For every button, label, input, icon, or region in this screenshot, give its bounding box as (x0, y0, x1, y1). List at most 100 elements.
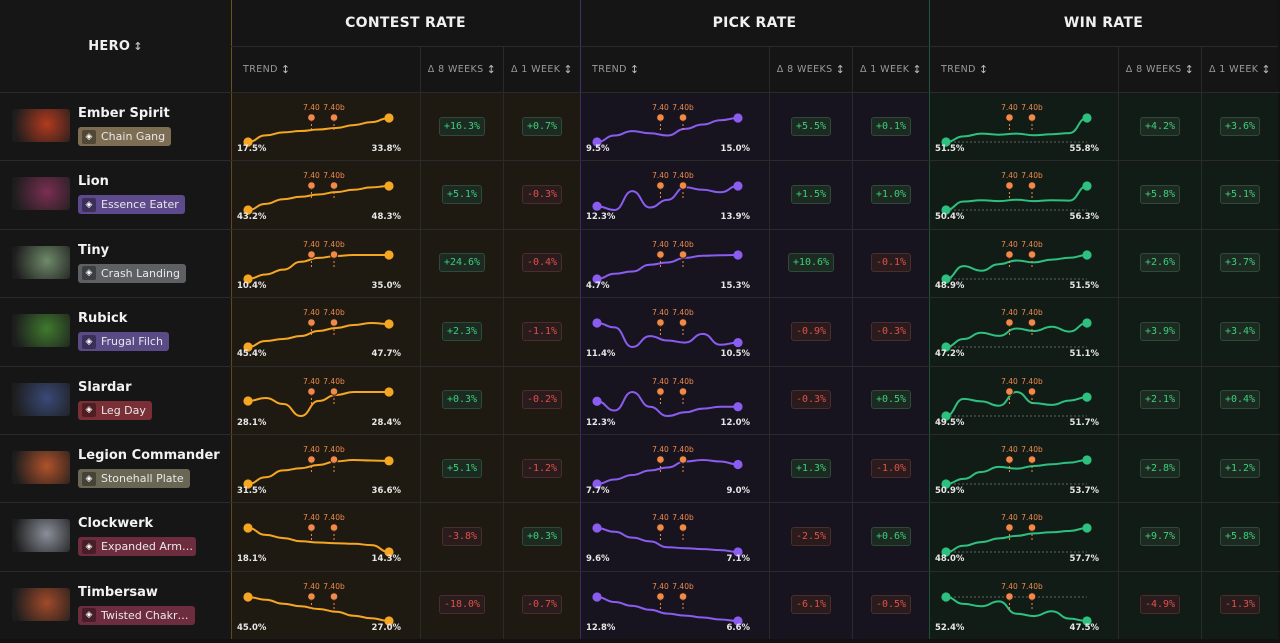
hero-cell[interactable]: Clockwerk ◈ Expanded Arm… (0, 502, 231, 570)
patch-marker[interactable] (656, 386, 665, 396)
hero-name[interactable]: Lion (78, 174, 109, 190)
patch-marker[interactable] (1005, 113, 1014, 122)
patch-marker[interactable] (1027, 249, 1037, 259)
pick-d1-header[interactable]: Δ 1 WEEK ↕ (852, 47, 929, 92)
contest-trend-cell[interactable]: 7.40 7.40b 45.0% 27.0% (231, 571, 420, 639)
patch-marker[interactable] (329, 386, 339, 396)
patch-marker[interactable] (678, 523, 688, 533)
contest-d8-header[interactable]: Δ 8 WEEKS ↕ (420, 47, 503, 92)
patch-marker[interactable] (1005, 523, 1014, 533)
hero-portrait[interactable] (12, 519, 70, 553)
hero-name[interactable]: Legion Commander (78, 448, 220, 463)
pick-trend-cell[interactable]: 7.40 7.40b 9.6% 7.1% (580, 502, 769, 570)
patch-marker[interactable] (656, 523, 665, 533)
patch-marker[interactable] (1027, 113, 1037, 122)
patch-marker[interactable] (307, 455, 316, 464)
patch-marker[interactable] (1027, 591, 1037, 601)
patch-marker[interactable] (678, 181, 688, 191)
patch-marker[interactable] (307, 181, 316, 191)
win-trend-cell[interactable]: 7.40 7.40b 50.4% 56.3% (929, 160, 1118, 228)
patch-marker[interactable] (329, 523, 339, 533)
hero-cell[interactable]: Slardar ◈ Leg Day (0, 366, 231, 434)
facet-badge[interactable]: ◈ Essence Eater (78, 195, 185, 215)
hero-name[interactable]: Timbersaw (78, 584, 158, 600)
patch-marker[interactable] (1005, 181, 1014, 191)
patch-marker[interactable] (1027, 318, 1037, 327)
pick-trend-header[interactable]: TREND ↕ (580, 47, 769, 92)
facet-badge[interactable]: ◈ Leg Day (78, 400, 152, 420)
contest-trend-cell[interactable]: 7.40 7.40b 17.5% 33.8% (231, 92, 420, 160)
contest-trend-cell[interactable]: 7.40 7.40b 31.5% 36.6% (231, 434, 420, 502)
contest-trend-cell[interactable]: 7.40 7.40b 10.4% 35.0% (231, 229, 420, 297)
patch-marker[interactable] (678, 249, 688, 259)
pick-trend-cell[interactable]: 7.40 7.40b 12.3% 13.9% (580, 160, 769, 228)
patch-marker[interactable] (1027, 523, 1037, 533)
win-trend-cell[interactable]: 7.40 7.40b 48.9% 51.5% (929, 229, 1118, 297)
facet-badge[interactable]: ◈ Frugal Filch (78, 332, 169, 352)
patch-marker[interactable] (678, 386, 688, 396)
patch-marker[interactable] (678, 318, 688, 327)
facet-badge[interactable]: ◈ Crash Landing (78, 263, 186, 283)
patch-marker[interactable] (678, 455, 688, 464)
patch-marker[interactable] (656, 318, 665, 327)
win-trend-cell[interactable]: 7.40 7.40b 52.4% 47.5% (929, 571, 1118, 639)
patch-marker[interactable] (307, 523, 316, 533)
patch-marker[interactable] (329, 591, 339, 601)
patch-marker[interactable] (329, 181, 339, 191)
hero-cell[interactable]: Tiny ◈ Crash Landing (0, 229, 231, 297)
patch-marker[interactable] (329, 249, 339, 259)
patch-marker[interactable] (1005, 249, 1014, 259)
win-trend-cell[interactable]: 7.40 7.40b 48.0% 57.7% (929, 502, 1118, 570)
patch-marker[interactable] (1005, 591, 1014, 601)
patch-marker[interactable] (1005, 386, 1014, 396)
hero-cell[interactable]: Legion Commander ◈ Stonehall Plate (0, 434, 231, 502)
patch-marker[interactable] (307, 113, 316, 122)
pick-trend-cell[interactable]: 7.40 7.40b 12.3% 12.0% (580, 366, 769, 434)
contest-trend-cell[interactable]: 7.40 7.40b 18.1% 14.3% (231, 502, 420, 570)
patch-marker[interactable] (1027, 386, 1037, 396)
patch-marker[interactable] (656, 591, 665, 601)
patch-marker[interactable] (329, 318, 339, 327)
contest-trend-cell[interactable]: 7.40 7.40b 45.4% 47.7% (231, 297, 420, 365)
hero-cell[interactable]: Ember Spirit ◈ Chain Gang (0, 92, 231, 160)
contest-trend-header[interactable]: TREND ↕ (231, 47, 420, 92)
patch-marker[interactable] (307, 386, 316, 396)
contest-trend-cell[interactable]: 7.40 7.40b 43.2% 48.3% (231, 160, 420, 228)
hero-portrait[interactable] (12, 177, 70, 211)
facet-badge[interactable]: ◈ Expanded Arm… (78, 537, 196, 557)
patch-marker[interactable] (307, 249, 316, 259)
hero-name[interactable]: Tiny (78, 242, 110, 258)
hero-portrait[interactable] (12, 382, 70, 416)
hero-portrait[interactable] (12, 245, 70, 279)
hero-portrait[interactable] (12, 451, 70, 484)
patch-marker[interactable] (329, 455, 339, 464)
pick-trend-cell[interactable]: 7.40 7.40b 7.7% 9.0% (580, 434, 769, 502)
hero-cell[interactable]: Rubick ◈ Frugal Filch (0, 297, 231, 365)
win-trend-cell[interactable]: 7.40 7.40b 50.9% 53.7% (929, 434, 1118, 502)
patch-marker[interactable] (656, 113, 665, 122)
hero-name[interactable]: Rubick (78, 311, 128, 327)
pick-trend-cell[interactable]: 7.40 7.40b 9.5% 15.0% (580, 92, 769, 160)
win-d1-header[interactable]: Δ 1 WEEK ↕ (1201, 47, 1278, 92)
hero-portrait[interactable] (12, 314, 70, 348)
win-d8-header[interactable]: Δ 8 WEEKS ↕ (1118, 47, 1201, 92)
pick-trend-cell[interactable]: 7.40 7.40b 11.4% 10.5% (580, 297, 769, 365)
facet-badge[interactable]: ◈ Chain Gang (78, 127, 172, 146)
patch-marker[interactable] (307, 318, 316, 327)
hero-portrait[interactable] (12, 109, 70, 142)
patch-marker[interactable] (656, 181, 665, 191)
patch-marker[interactable] (656, 249, 665, 259)
win-trend-header[interactable]: TREND ↕ (929, 47, 1118, 92)
pick-trend-cell[interactable]: 7.40 7.40b 4.7% 15.3% (580, 229, 769, 297)
hero-name[interactable]: Ember Spirit (78, 106, 170, 121)
contest-trend-cell[interactable]: 7.40 7.40b 28.1% 28.4% (231, 366, 420, 434)
hero-name[interactable]: Slardar (78, 379, 132, 395)
patch-marker[interactable] (1005, 455, 1014, 464)
patch-marker[interactable] (656, 455, 665, 464)
win-trend-cell[interactable]: 7.40 7.40b 47.2% 51.1% (929, 297, 1118, 365)
pick-trend-cell[interactable]: 7.40 7.40b 12.8% 6.6% (580, 571, 769, 639)
patch-marker[interactable] (678, 591, 688, 601)
hero-name[interactable]: Clockwerk (78, 516, 154, 532)
facet-badge[interactable]: ◈ Twisted Chakr… (78, 605, 195, 625)
hero-column-header[interactable]: HERO ↕ (0, 0, 231, 92)
